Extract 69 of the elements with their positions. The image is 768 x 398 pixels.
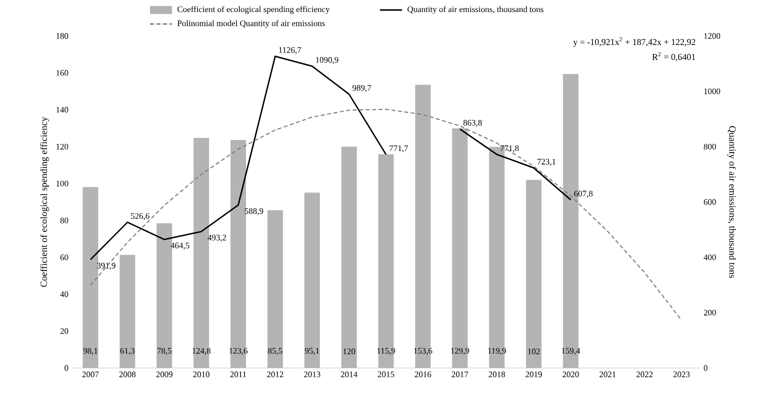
data-label: 607,8	[574, 190, 593, 198]
data-label: 588,9	[244, 208, 264, 216]
x-tick-label: 2007	[82, 372, 99, 378]
x-tick-label: 2010	[193, 372, 210, 378]
data-label: 85,5	[268, 348, 282, 355]
x-tick-label: 2008	[119, 372, 136, 378]
data-label: 61,3	[120, 348, 134, 355]
y2-tick-label: 200	[704, 310, 716, 316]
x-tick-label: 2017	[452, 372, 468, 378]
data-label: 1090,9	[316, 57, 338, 64]
line-series	[90, 108, 682, 321]
y-tick-label: 100	[56, 180, 68, 186]
x-tick-label: 2016	[414, 372, 432, 378]
x-tick-label: 2023	[673, 372, 690, 378]
legend-label: Coefficient of ecological spending efficiency	[178, 6, 330, 14]
y-axis-title: Coefficient of ecological spending efficiency	[40, 116, 49, 287]
y-tick-label: 180	[56, 33, 68, 39]
legend-label: Polinomial model Quantity of air emissions	[177, 20, 325, 28]
x-tick-label: 2019	[526, 372, 542, 378]
data-label: 102	[528, 348, 540, 354]
data-label: 78,5	[158, 348, 172, 355]
x-tick-label: 2009	[156, 372, 172, 378]
annotation: R$^{2}$ = 0,6401	[652, 52, 696, 62]
y2-tick-label: 400	[704, 254, 716, 260]
data-label: 723,1	[538, 158, 556, 166]
data-label: 95,1	[304, 348, 320, 355]
data-label: 159,4	[562, 348, 580, 355]
y-tick-label: 0	[64, 365, 68, 371]
data-label: 115,9	[377, 348, 396, 355]
x-tick-label: 2021	[600, 372, 616, 378]
data-label: 863,8	[463, 120, 482, 127]
x-tick-label: 2014	[340, 372, 358, 378]
x-tick-label: 2011	[230, 372, 246, 378]
data-label: 771,8	[500, 145, 519, 152]
y-tick-label: 40	[60, 291, 68, 298]
data-label: 391,9	[97, 262, 116, 270]
data-label: 771,7	[390, 145, 408, 152]
data-label: 526,6	[131, 213, 150, 220]
y-tick-label: 160	[56, 70, 68, 76]
y2-tick-label: 1000	[704, 88, 720, 94]
y-tick-label: 20	[60, 328, 68, 334]
annotation: y = -10,921x$^{2}$ + 187,42x + 122,92	[573, 37, 696, 47]
y2-tick-label: 1200	[704, 33, 720, 39]
y-tick-label: 80	[60, 218, 68, 224]
legend-label: Quantity of air emissions, thousand tons	[408, 6, 544, 14]
data-label: 119,9	[488, 348, 506, 355]
data-label: 129,9	[451, 348, 470, 355]
y2-tick-label: 0	[704, 365, 708, 371]
y2-axis-title: Quantity of air emissions, thousand tons	[727, 126, 736, 278]
y-tick-label: 120	[56, 144, 68, 150]
x-tick-label: 2015	[378, 372, 394, 378]
data-label: 153,6	[414, 348, 432, 355]
data-label: 98,1	[83, 348, 98, 355]
data-label: 124,8	[192, 348, 210, 355]
data-label: 493,2	[208, 234, 226, 242]
y2-tick-label: 800	[704, 144, 716, 150]
x-tick-label: 2018	[488, 372, 505, 378]
x-tick-label: 2022	[636, 372, 653, 378]
data-label: 989,7	[352, 85, 372, 92]
x-tick-label: 2012	[267, 372, 284, 378]
x-tick-label: 2020	[562, 372, 579, 378]
y-tick-label: 60	[60, 254, 68, 260]
y-tick-label: 140	[56, 106, 68, 113]
data-label: 464,5	[170, 242, 190, 250]
data-label: 120	[343, 348, 356, 354]
data-label: 123,6	[229, 348, 248, 355]
x-tick-label: 2013	[304, 372, 320, 378]
data-label: 1126,7	[279, 47, 302, 54]
y2-tick-label: 600	[704, 199, 716, 205]
